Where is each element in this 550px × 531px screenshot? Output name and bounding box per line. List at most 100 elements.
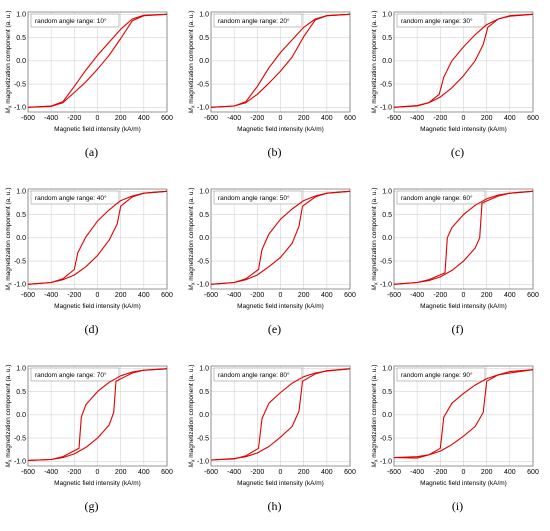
x-tick-label: -400 <box>227 115 241 122</box>
x-tick-label: -200 <box>67 469 81 476</box>
x-tick-label: -600 <box>204 115 218 122</box>
hysteresis-chart: -600 -400 -200 0 200 400 600-1.0-0.50.00.51.0M… <box>188 188 356 310</box>
legend-box <box>30 190 120 205</box>
x-tick-label: -400 <box>44 115 58 122</box>
legend-text: random angle range: 60° <box>401 194 473 202</box>
x-tick-label: 600 <box>527 469 539 476</box>
x-tick-label: 600 <box>161 292 173 299</box>
hysteresis-ascending-branch <box>210 368 351 461</box>
hysteresis-chart: -600 -400 -200 0 200 400 600-1.0-0.50.00.51.0M… <box>5 188 173 310</box>
legend: random angle range: 80° <box>213 367 303 382</box>
x-tick-label: 400 <box>504 469 516 476</box>
x-axis-title: Magnetic field intensity (kA/m) <box>420 126 507 133</box>
legend: random angle range: 60° <box>396 190 486 205</box>
y-tick-label: 1.0 <box>382 189 392 196</box>
y-tick-label: 1.0 <box>16 12 26 19</box>
x-tick-label: 600 <box>344 115 356 122</box>
subfigure-label: (g) <box>84 499 99 513</box>
hysteresis-ascending-branch <box>27 368 168 461</box>
hysteresis-chart: -600 -400 -200 0 200 400 600-1.0-0.50.00.51.0M… <box>5 365 173 487</box>
x-tick-label: -200 <box>67 292 81 299</box>
y-tick-label: 0.0 <box>199 235 209 242</box>
subfigure-label: (b) <box>267 145 282 159</box>
y-tick-label: 0.0 <box>382 58 392 65</box>
x-tick-label: -600 <box>204 292 218 299</box>
y-tick-label: -0.5 <box>14 258 26 265</box>
x-tick-label: 200 <box>298 115 310 122</box>
chart-panel: -600 -400 -200 0 200 400 600 -1.0 -0.5 0.0 0.5 1.0 M… <box>366 177 549 354</box>
y-tick-label: -0.5 <box>197 258 209 265</box>
x-tick-label: -600 <box>21 115 35 122</box>
y-tick-label: -1.0 <box>380 459 392 466</box>
hysteresis-ascending-branch <box>210 190 351 285</box>
plot-frame <box>393 365 534 467</box>
hysteresis-chart: -600 -400 -200 0 200 400 600-1.0-0.50.00.51.0M… <box>371 365 539 487</box>
x-tick-label: 200 <box>298 292 310 299</box>
y-axis-title: Mx magnetization component (a. u.) <box>5 365 14 468</box>
y-tick-label: -1.0 <box>14 459 26 466</box>
y-axis-title: Mx magnetization component (a. u.) <box>188 365 197 468</box>
legend-box <box>396 367 486 382</box>
x-tick-label: 600 <box>344 292 356 299</box>
x-tick-label: 600 <box>161 469 173 476</box>
hysteresis-descending-branch <box>393 190 534 285</box>
chart-panel: -600 -400 -200 0 200 400 600 -1.0 -0.5 0.0 0.5 1.0 M… <box>0 0 183 177</box>
y-tick-label: -0.5 <box>380 258 392 265</box>
hysteresis-descending-branch <box>210 190 351 285</box>
chart-panel: -600 -400 -200 0 200 400 600 -1.0 -0.5 0.0 0.5 1.0 M… <box>183 177 366 354</box>
legend-text: random angle range: 70° <box>35 371 107 379</box>
legend-box <box>396 190 486 205</box>
y-tick-label: 0.5 <box>382 389 392 396</box>
legend-text: random angle range: 50° <box>218 194 290 202</box>
y-tick-label: 0.0 <box>382 412 392 419</box>
legend-text: random angle range: 20° <box>218 17 290 25</box>
chart-panel: -600 -400 -200 0 200 400 600 -1.0 -0.5 0.0 0.5 1.0 M… <box>0 177 183 354</box>
x-tick-label: -400 <box>44 292 58 299</box>
hysteresis-descending-branch <box>27 368 168 461</box>
x-tick-label: -400 <box>410 115 424 122</box>
x-tick-label: 0 <box>96 469 100 476</box>
x-tick-label: -200 <box>250 469 264 476</box>
x-tick-label: -200 <box>250 115 264 122</box>
y-tick-label: -0.5 <box>14 81 26 88</box>
x-tick-label: 200 <box>481 292 493 299</box>
y-tick-label: 1.0 <box>199 366 209 373</box>
y-tick-label: 0.5 <box>16 35 26 42</box>
chart-panel: -600 -400 -200 0 200 400 600 -1.0 -0.5 0.0 0.5 1.0 M… <box>183 354 366 531</box>
chart-panel: -600 -400 -200 0 200 400 600 -1.0 -0.5 0.0 0.5 1.0 M… <box>366 0 549 177</box>
plot-frame <box>393 11 534 113</box>
legend: random angle range: 20° <box>213 13 303 28</box>
hysteresis-chart: -600 -400 -200 0 200 400 600-1.0-0.50.00.51.0M… <box>371 188 539 310</box>
x-tick-label: 0 <box>462 115 466 122</box>
x-tick-label: -200 <box>433 115 447 122</box>
legend-text: random angle range: 80° <box>218 371 290 379</box>
legend-box <box>213 367 303 382</box>
x-axis-title: Magnetic field intensity (kA/m) <box>420 480 507 487</box>
x-tick-label: -400 <box>410 292 424 299</box>
subfigure-label: (c) <box>450 145 465 159</box>
y-tick-label: 1.0 <box>382 366 392 373</box>
hysteresis-ascending-branch <box>27 190 168 285</box>
x-tick-label: 200 <box>115 469 127 476</box>
y-tick-label: 0.5 <box>199 35 209 42</box>
hysteresis-ascending-branch <box>393 190 534 285</box>
x-tick-label: -600 <box>21 469 35 476</box>
x-tick-label: 0 <box>279 469 283 476</box>
legend-box <box>30 13 120 28</box>
x-tick-label: 200 <box>481 469 493 476</box>
x-tick-label: -600 <box>387 115 401 122</box>
x-tick-label: 600 <box>527 115 539 122</box>
y-tick-label: -1.0 <box>380 105 392 112</box>
x-axis-title: Magnetic field intensity (kA/m) <box>54 303 141 310</box>
hysteresis-chart: -600 -400 -200 0 200 400 600-1.0-0.50.00.51.0M… <box>188 11 356 133</box>
x-tick-label: -200 <box>433 469 447 476</box>
y-tick-label: -0.5 <box>197 435 209 442</box>
y-tick-label: -0.5 <box>380 81 392 88</box>
y-tick-label: -1.0 <box>197 282 209 289</box>
legend: random angle range: 30° <box>396 13 486 28</box>
hysteresis-descending-branch <box>210 368 351 461</box>
y-tick-label: 0.0 <box>199 412 209 419</box>
x-axis-title: Magnetic field intensity (kA/m) <box>420 303 507 310</box>
legend: random angle range: 50° <box>213 190 303 205</box>
y-tick-label: 0.0 <box>16 235 26 242</box>
